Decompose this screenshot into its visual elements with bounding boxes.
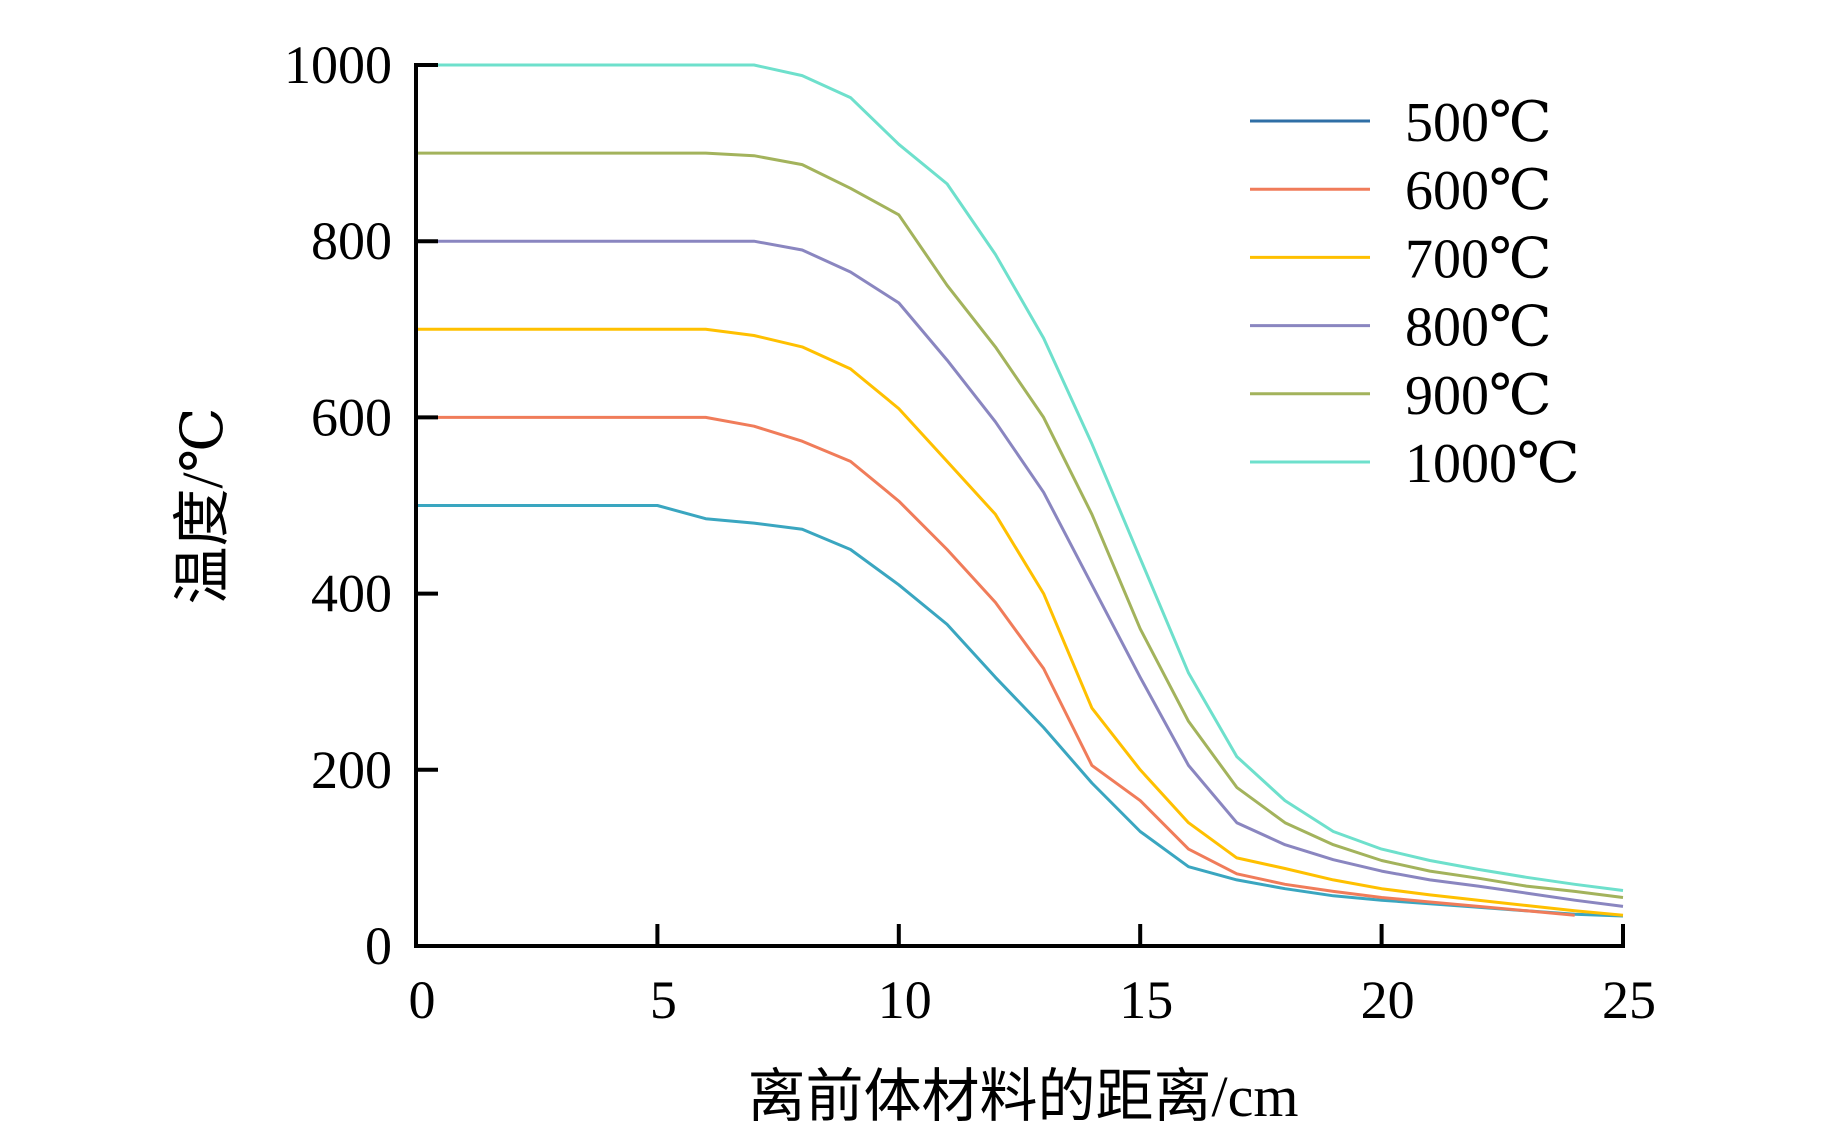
y-tick-label: 400 [311, 564, 392, 624]
x-axis-label: 离前体材料的距离/cm [748, 1064, 1299, 1129]
legend-label: 800℃ [1405, 297, 1552, 359]
series-line-500c [416, 504, 1624, 918]
x-tick-label: 0 [409, 970, 436, 1030]
y-tick-label: 600 [311, 387, 392, 447]
legend-label: 700℃ [1405, 228, 1552, 290]
legend-label: 1000℃ [1405, 433, 1580, 495]
x-tick-label: 10 [878, 970, 932, 1030]
legend-label: 600℃ [1405, 160, 1552, 222]
x-tick-label: 5 [650, 970, 677, 1030]
series-layer [416, 63, 1624, 918]
legend-label: 900℃ [1405, 365, 1552, 427]
y-tick-label: 1000 [284, 35, 392, 95]
y-tick-label: 800 [311, 211, 392, 271]
series-line-900c [416, 151, 1624, 899]
series-line-800c [416, 239, 1624, 908]
axes: 0 200 400 600 800 1000 0 5 10 15 20 25 [284, 35, 1656, 1030]
x-tick-label: 15 [1119, 970, 1173, 1030]
y-tick-label: 0 [365, 916, 392, 976]
series-line-1000c [416, 63, 1624, 892]
series-line-600c [416, 415, 1575, 917]
series-line-700c [416, 327, 1624, 917]
x-tick-label: 25 [1602, 970, 1656, 1030]
y-tick-label: 200 [311, 740, 392, 800]
x-tick-label: 20 [1361, 970, 1415, 1030]
legend-label: 500℃ [1405, 92, 1552, 154]
y-axis-label: 温度/℃ [170, 408, 235, 605]
